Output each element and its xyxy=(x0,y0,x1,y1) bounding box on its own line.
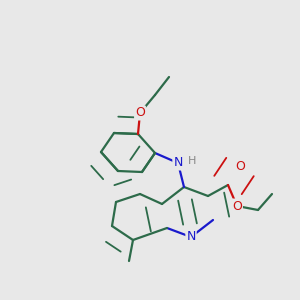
Text: H: H xyxy=(188,156,196,166)
Text: N: N xyxy=(186,230,196,244)
Text: O: O xyxy=(235,160,245,173)
Text: N: N xyxy=(173,157,183,169)
Text: O: O xyxy=(135,106,145,119)
Text: O: O xyxy=(232,200,242,212)
